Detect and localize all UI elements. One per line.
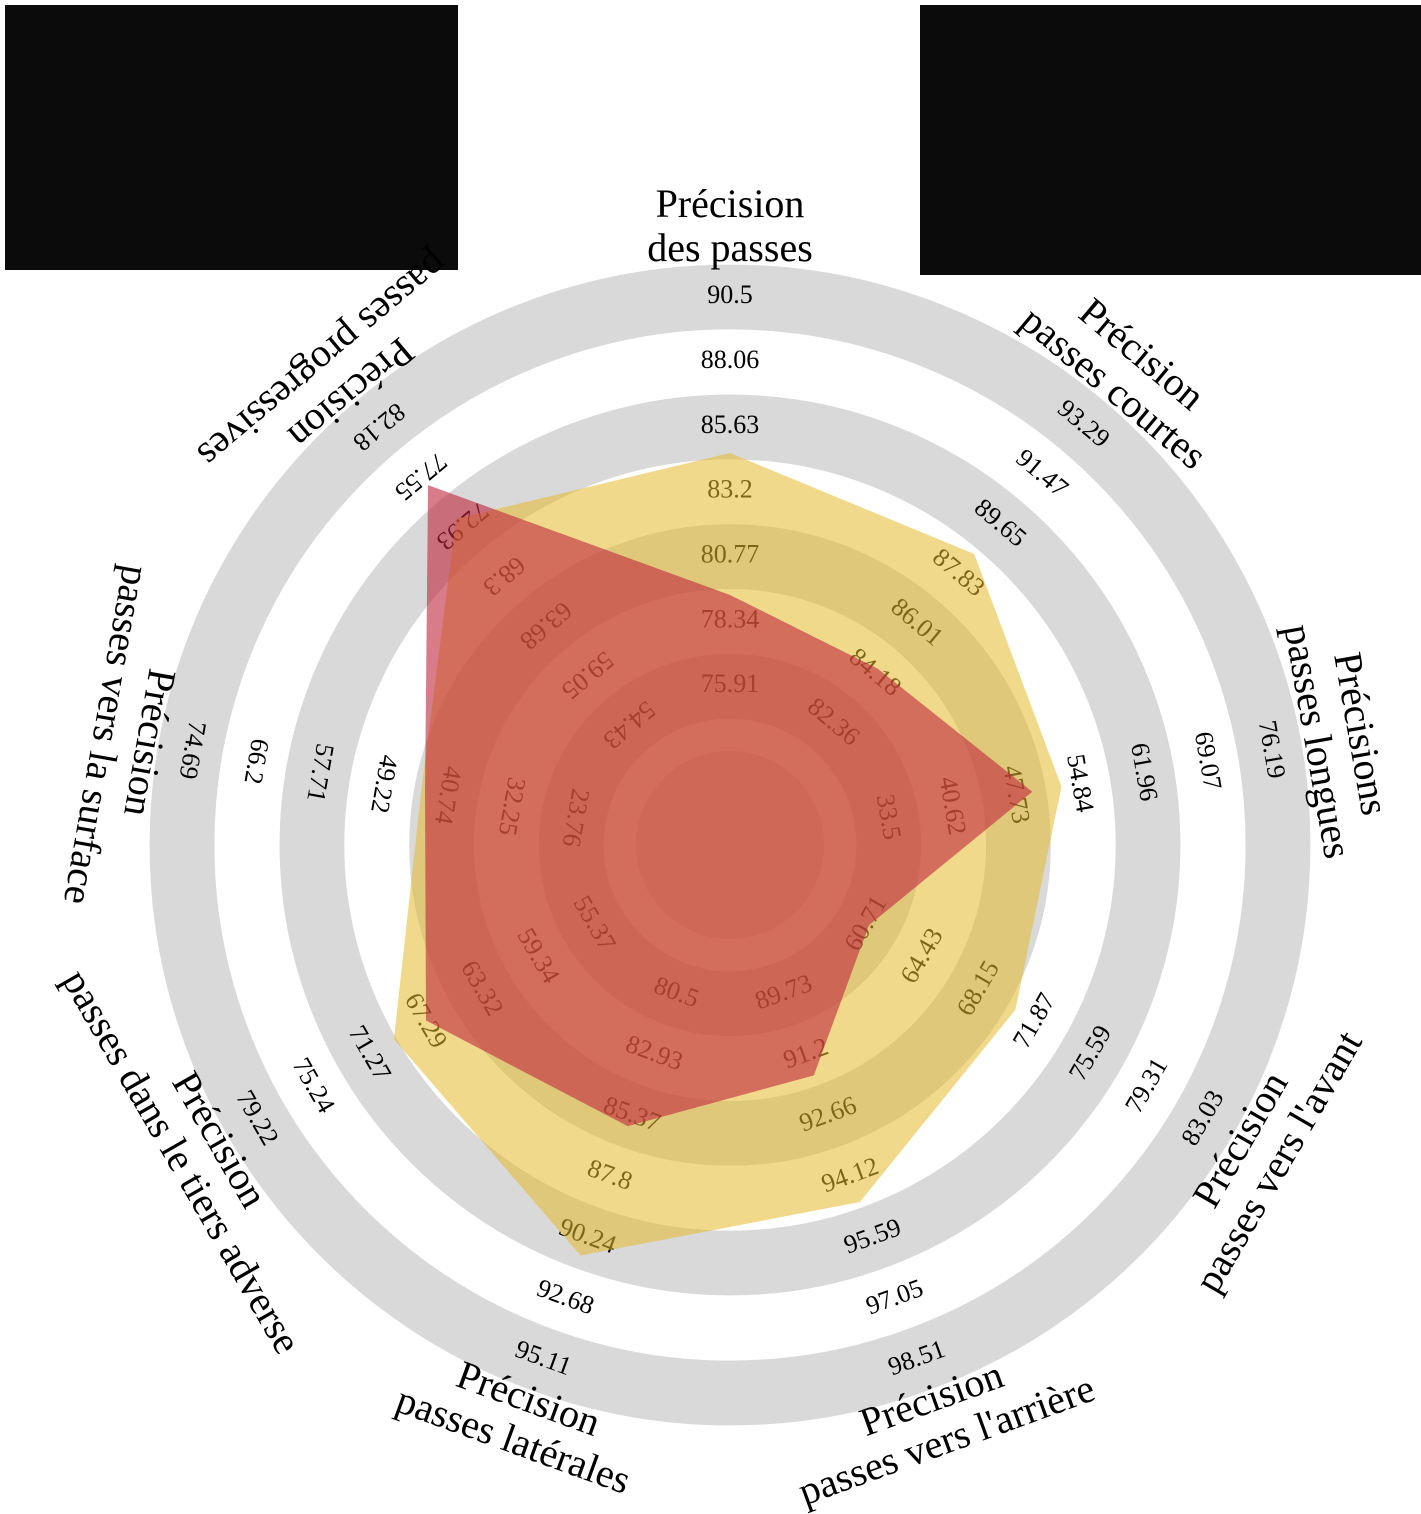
- series-area: [425, 485, 1033, 1127]
- tick-label: 90.5: [707, 280, 753, 309]
- param-label-line: des passes: [647, 225, 813, 270]
- tick-label: 85.63: [701, 410, 760, 439]
- ring: [149, 264, 1311, 1426]
- param-label-line: Précision: [656, 181, 805, 226]
- ring: [214, 329, 1246, 1361]
- tick-label: 88.06: [701, 345, 760, 374]
- logo-placeholder: [5, 5, 458, 270]
- logo-placeholder: [920, 5, 1421, 275]
- ring: [279, 394, 1181, 1296]
